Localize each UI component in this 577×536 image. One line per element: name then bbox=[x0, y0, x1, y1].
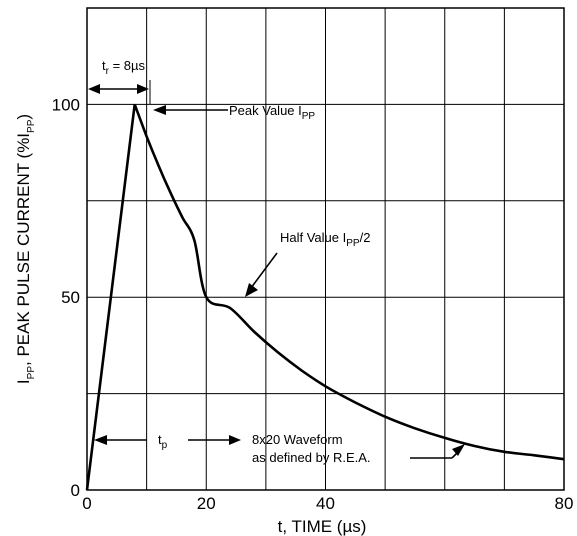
x-tick-label-0: 0 bbox=[82, 494, 91, 513]
y-tick-label-50: 50 bbox=[61, 288, 80, 307]
x-tick-label-40: 40 bbox=[316, 494, 335, 513]
grid-lines bbox=[87, 8, 564, 490]
x-axis-title: t, TIME (µs) bbox=[278, 517, 367, 536]
y-axis-title: IPP, PEAK PULSE CURRENT (%IPP) bbox=[14, 114, 37, 384]
waveform-label-line2: as defined by R.E.A. bbox=[252, 450, 371, 465]
half-value-label: Half Value IPP/2 bbox=[280, 230, 370, 249]
y-tick-label-100: 100 bbox=[52, 95, 80, 114]
y-tick-label-0: 0 bbox=[71, 481, 80, 500]
x-tick-label-20: 20 bbox=[197, 494, 216, 513]
waveform-label-line1: 8x20 Waveform bbox=[252, 432, 343, 447]
tick-labels: 0 20 40 80 0 50 100 bbox=[52, 95, 574, 513]
rise-time-arrow bbox=[88, 84, 149, 94]
waveform-arrow bbox=[410, 444, 465, 459]
rise-time-label: tr = 8µs bbox=[102, 58, 146, 77]
series-waveform-curve bbox=[85, 103, 565, 491]
half-value-arrow bbox=[245, 252, 278, 297]
peak-value-label: Peak Value IPP bbox=[229, 103, 315, 122]
pulse-width-arrow bbox=[94, 435, 241, 445]
peak-arrow bbox=[153, 105, 228, 115]
plot-frame bbox=[86, 7, 565, 491]
x-tick-label-80: 80 bbox=[555, 494, 574, 513]
pulse-width-label: tp bbox=[158, 432, 168, 451]
